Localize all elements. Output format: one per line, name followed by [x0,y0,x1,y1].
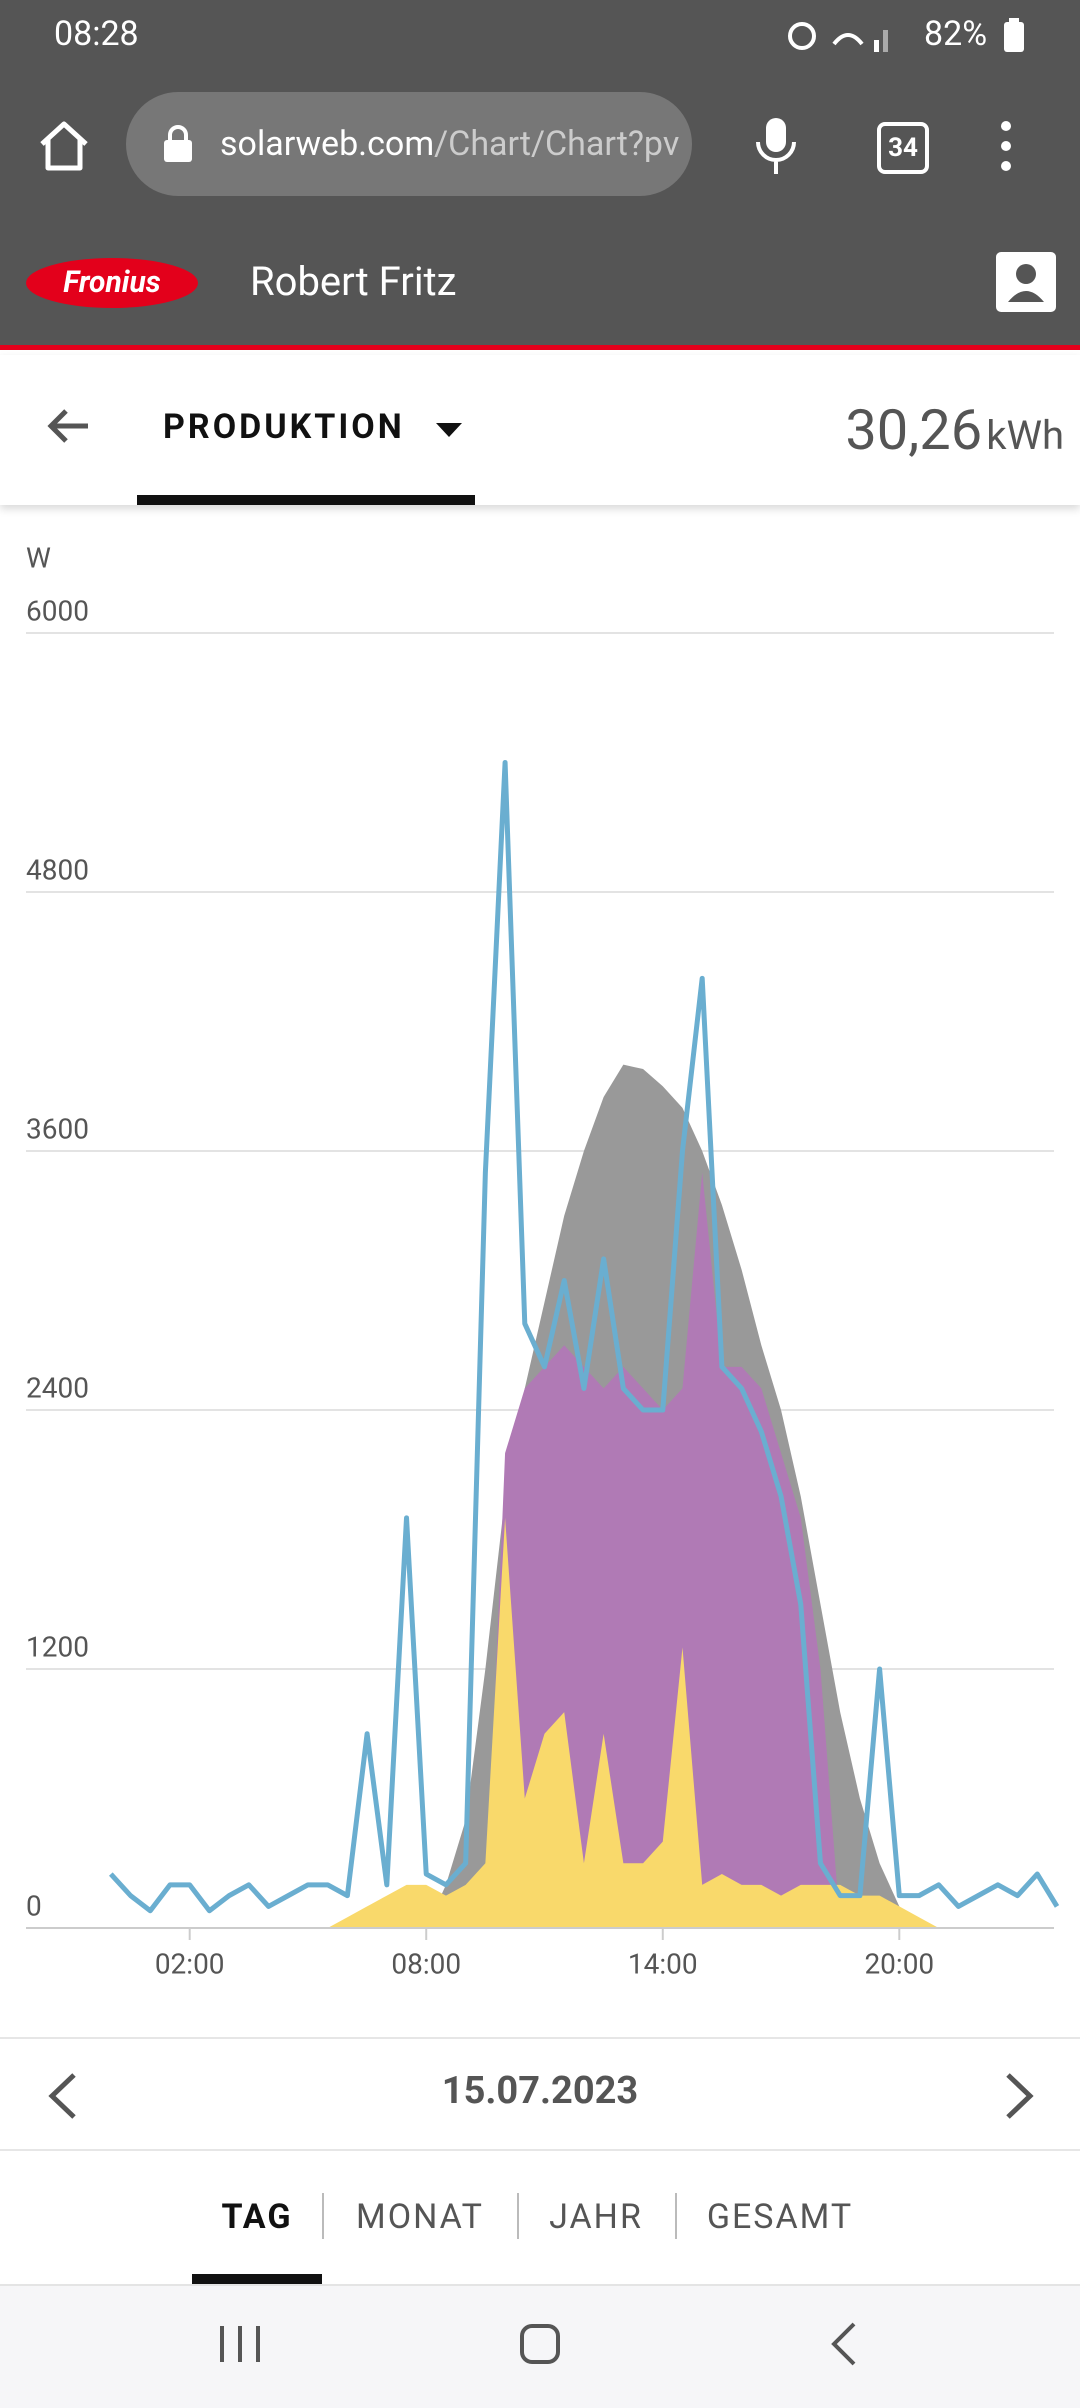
previous-day[interactable] [44,2071,80,2121]
back-nav-button[interactable] [826,2320,860,2368]
status-bar: 08:28 82% [0,0,1080,72]
area [110,1172,1058,1928]
tab-count[interactable]: 34 [877,122,929,174]
dropdown-arrow[interactable] [434,421,464,439]
y-tick-label: 3600 [26,1112,89,1145]
x-tick-label: 20:00 [864,1947,934,1980]
status-icons [788,22,888,52]
date: 15.07.2023 [441,2069,639,2113]
view-underline [137,495,475,505]
voice-button[interactable] [754,116,798,176]
tab-separator [322,2193,324,2239]
period-tab[interactable]: JAHR [549,2197,643,2237]
profile-button[interactable] [996,252,1056,312]
next-day[interactable] [1002,2071,1038,2121]
period-tabs: TAG MONAT JAHR GESAMT [0,2151,1080,2284]
x-tick-label: 08:00 [391,1947,461,1980]
lock-icon [164,125,192,162]
period-tab[interactable]: MONAT [356,2197,484,2237]
total-unit: kWh [986,412,1064,459]
tab-separator [675,2193,677,2239]
tab-separator [517,2193,519,2239]
user-name: Robert Fritz [250,258,457,305]
url-host: solarweb.com [220,124,435,164]
period-tab[interactable]: TAG [221,2197,293,2237]
y-axis-label: W [26,541,51,574]
home-nav-button[interactable] [518,2322,562,2366]
url-bar[interactable]: solarweb.com/Chart/Chart?pv [126,92,692,196]
back-button[interactable] [44,401,94,451]
x-tick-label: 14:00 [628,1947,698,1980]
period-tab[interactable]: GESAMT [706,2197,854,2237]
active-tab-underline [192,2274,322,2284]
y-tick-label: 1200 [26,1630,89,1663]
site-header: Fronius Robert Fritz [0,218,1080,350]
y-tick-label: 0 [26,1889,42,1922]
total-value: 30,26 [845,397,983,463]
system-navigation [0,2284,1080,2408]
home-button[interactable] [36,118,92,174]
url-path: /Chart/Chart?pv [434,124,680,164]
toolbar: PRODUKTION 30,26 kWh [0,355,1080,505]
browser-bar: solarweb.com/Chart/Chart?pv 34 [0,72,1080,218]
view-selector[interactable]: PRODUKTION [163,407,405,447]
y-tick-label: 2400 [26,1371,89,1404]
chart: W 0 1200 2400 3600 4800 6000 02:00 08:00 14:00 20… [26,541,1060,1980]
battery-level: 82% [924,14,988,54]
date-navigation: 15.07.2023 [0,2037,1080,2151]
battery-icon [1004,18,1024,52]
clock: 08:28 [54,14,139,54]
fronius-logo[interactable]: Fronius [26,258,198,308]
menu-button[interactable] [996,118,1016,174]
total-energy: 30,26 kWh [845,397,1064,463]
line [108,760,1060,1914]
recents-button[interactable] [216,2322,266,2366]
y-tick-label: 4800 [26,853,89,886]
x-tick-label: 02:00 [155,1947,225,1980]
y-tick-label: 6000 [26,594,89,627]
